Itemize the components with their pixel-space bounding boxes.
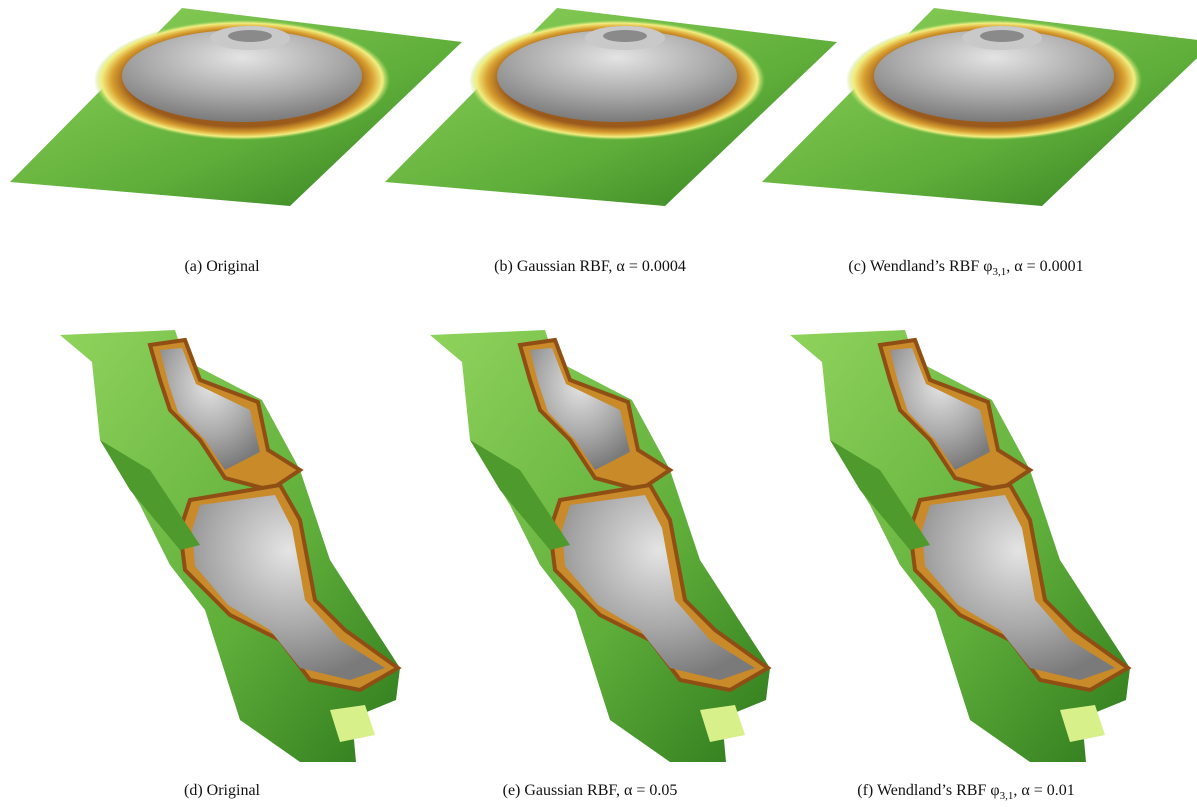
caption: (d) Original xyxy=(184,782,260,800)
caption-text: , α = 0.01 xyxy=(1013,782,1075,799)
caption-text: (a) Original xyxy=(184,258,260,275)
caption: (b) Gaussian RBF, α = 0.0004 xyxy=(494,258,686,276)
caption-text: , α = 0.0001 xyxy=(1006,258,1084,275)
terrain-image xyxy=(428,328,772,764)
caption: (a) Original xyxy=(184,258,259,276)
caption: (c) Wendland’s RBF φ3,1, α = 0.0001 xyxy=(848,258,1083,278)
terrain-image xyxy=(788,328,1132,764)
caption-text: (b) Gaussian RBF, α = 0.0004 xyxy=(494,258,686,275)
caption: (e) Gaussian RBF, α = 0.05 xyxy=(503,782,678,800)
terrain-image xyxy=(762,8,1197,206)
caption-text: (f) Wendland’s RBF φ xyxy=(857,782,1000,799)
caption-subscript: 3,1 xyxy=(992,266,1007,279)
caption-subscript: 3,1 xyxy=(999,790,1014,803)
caption-text: (e) Gaussian RBF, α = 0.05 xyxy=(502,782,678,799)
caption: (f) Wendland’s RBF φ3,1, α = 0.01 xyxy=(857,782,1074,802)
caption-text: (d) Original xyxy=(184,782,260,799)
caption-text: (c) Wendland’s RBF φ xyxy=(848,258,993,275)
terrain-image xyxy=(58,328,402,764)
